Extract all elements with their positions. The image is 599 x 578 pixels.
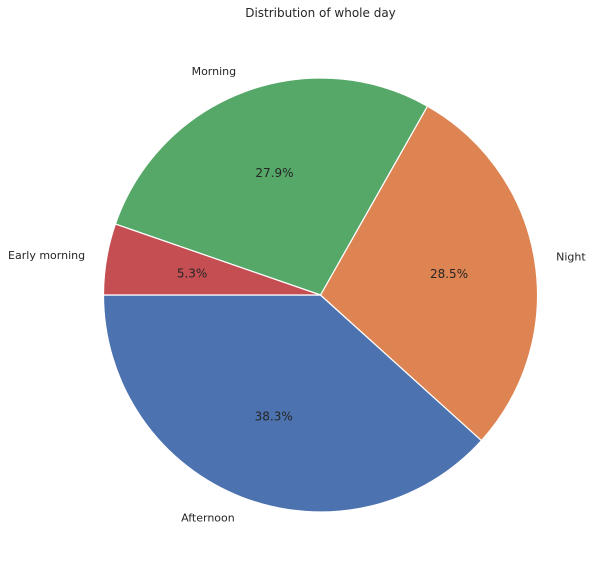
pie-slice-early-morning bbox=[102, 223, 322, 296]
slice-percent-night: 28.5% bbox=[430, 267, 468, 281]
slice-percent-labels: 38.3% 28.5% 27.9% 5.3% bbox=[177, 166, 468, 423]
slice-percent-afternoon: 38.3% bbox=[255, 410, 293, 424]
slice-percent-early-morning: 5.3% bbox=[177, 266, 208, 280]
chart-title: Distribution of whole day bbox=[245, 6, 396, 20]
slice-label-early-morning: Early morning bbox=[8, 249, 85, 262]
pie-slice-afternoon bbox=[102, 294, 483, 513]
pie-wedges bbox=[102, 77, 539, 513]
pie-slice-night bbox=[319, 105, 539, 442]
pie-slice-morning bbox=[114, 77, 429, 296]
slice-label-afternoon: Afternoon bbox=[181, 511, 235, 524]
slice-label-morning: Morning bbox=[192, 65, 237, 78]
slice-label-night: Night bbox=[556, 250, 586, 263]
slice-percent-morning: 27.9% bbox=[255, 166, 293, 180]
slice-labels: Afternoon Night Morning Early morning bbox=[8, 65, 586, 524]
